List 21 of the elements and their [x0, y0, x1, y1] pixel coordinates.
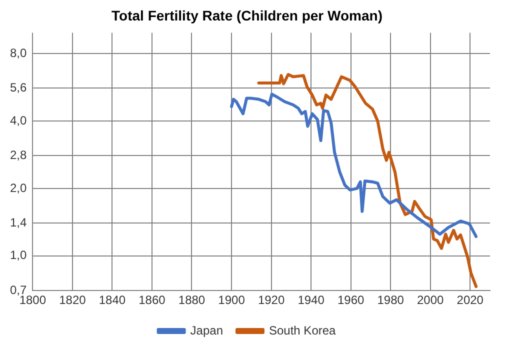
y-tick-label: 4,0 — [10, 113, 27, 128]
x-tick-label: 1840 — [98, 293, 126, 308]
legend-label: South Korea — [268, 323, 336, 338]
x-tick-label: 1860 — [138, 293, 166, 308]
x-tick-label: 1900 — [218, 293, 246, 308]
y-tick-label: 5,6 — [10, 80, 27, 95]
y-tick-label: 1,4 — [10, 215, 27, 230]
x-tick-label: 1960 — [337, 293, 364, 308]
y-tick-label: 1,0 — [10, 248, 27, 262]
x-tick-label: 1920 — [258, 293, 285, 308]
chart-title: Total Fertility Rate (Children per Woman) — [112, 7, 382, 24]
x-tick-label: 1940 — [298, 293, 325, 308]
legend-label: Japan — [190, 323, 223, 338]
y-tick-label: 2,8 — [10, 148, 27, 162]
x-tick-label: 2020 — [456, 293, 484, 308]
y-tick-label: 2,0 — [10, 180, 27, 195]
x-tick-label: 1980 — [377, 293, 404, 308]
x-tick-label: 1880 — [178, 293, 206, 308]
x-tick-label: 1820 — [59, 293, 86, 308]
y-tick-label: 8,0 — [10, 46, 27, 60]
x-tick-label: 2000 — [417, 293, 444, 308]
